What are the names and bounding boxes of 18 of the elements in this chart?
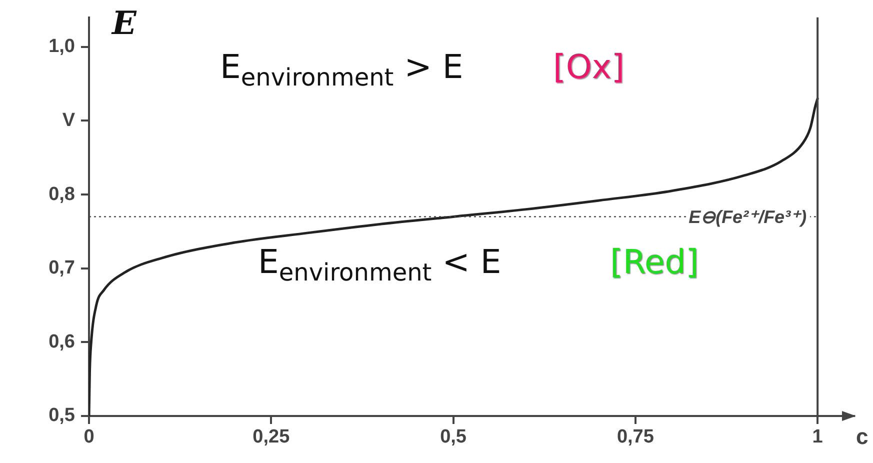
y-tick-label: 1,0 (48, 36, 75, 58)
x-axis-title: c (856, 424, 868, 450)
annotation: [Red] (610, 242, 698, 281)
y-tick-label: V (62, 110, 76, 131)
x-tick-label: 1 (812, 426, 824, 448)
x-tick-label: 0 (84, 426, 94, 448)
x-tick-label: 0,5 (440, 426, 467, 448)
y-tick-label: 0,8 (48, 184, 75, 205)
x-tick-label: 0,25 (252, 426, 290, 448)
x-tick-label: 0,75 (616, 426, 654, 448)
y-tick-label: 0,7 (48, 258, 75, 279)
annotation: [Ox] (553, 47, 624, 86)
y-axis-title: E (112, 4, 136, 42)
annotation: E$_{environment}$ < E (258, 242, 502, 287)
ref-line-label: E⊖(Fe²⁺/Fe³⁺) (686, 206, 810, 228)
y-tick-label: 0,5 (48, 405, 76, 426)
y-tick-label: 0,6 (48, 331, 75, 352)
annotation: E$_{environment}$ > E (220, 47, 464, 92)
